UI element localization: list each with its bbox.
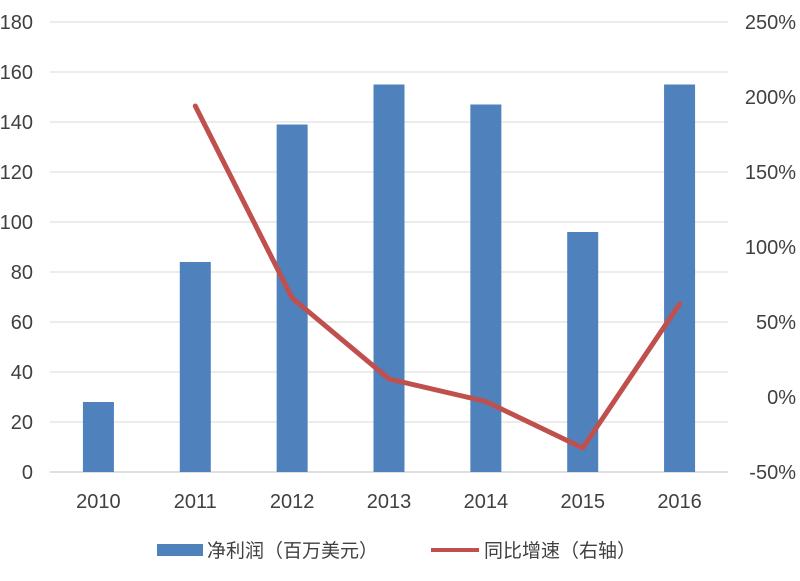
x-axis-tick-label: 2012 [270, 491, 315, 513]
right-axis-ticks: -50% 0% 50% 100% 150% 200% 250% [745, 12, 796, 484]
x-axis-tick-label: 2014 [464, 491, 509, 513]
line-series [192, 103, 683, 451]
left-axis-tick-label: 140 [0, 112, 33, 134]
x-axis-tick-label: 2010 [76, 491, 121, 513]
left-axis-tick-label: 180 [0, 12, 33, 34]
bar [179, 262, 211, 472]
x-axis-tick-label: 2015 [560, 491, 605, 513]
left-axis-tick-label: 120 [0, 162, 33, 184]
bar [373, 84, 405, 472]
left-axis-tick-label: 20 [11, 412, 33, 434]
right-axis-tick-label: -50% [749, 462, 796, 484]
bar [664, 84, 696, 472]
left-axis-tick-label: 0 [22, 462, 33, 484]
legend: 净利润（百万美元） 同比增速（右轴） [157, 540, 636, 562]
x-axis-tick-label: 2013 [367, 491, 412, 513]
right-axis-tick-label: 100% [745, 237, 796, 259]
left-axis-tick-label: 60 [11, 312, 33, 334]
legend-label-net-profit: 净利润（百万美元） [207, 540, 378, 562]
legend-label-yoy-growth: 同比增速（右轴） [484, 540, 636, 562]
x-axis-tick-label: 2016 [657, 491, 702, 513]
right-axis-tick-label: 150% [745, 162, 796, 184]
legend-swatch-net-profit [157, 544, 203, 556]
right-axis-tick-label: 250% [745, 12, 796, 34]
left-axis-tick-label: 40 [11, 362, 33, 384]
right-axis-tick-label: 0% [767, 387, 796, 409]
right-axis-tick-label: 200% [745, 87, 796, 109]
right-axis-tick-label: 50% [756, 312, 796, 334]
bar [470, 104, 502, 472]
left-axis-tick-label: 80 [11, 262, 33, 284]
yoy-growth-line [192, 103, 683, 451]
left-axis-tick-label: 100 [0, 212, 33, 234]
left-axis-tick-label: 160 [0, 62, 33, 84]
bar [82, 402, 114, 472]
x-axis-tick-label: 2011 [174, 491, 217, 513]
x-axis-ticks: 2010 2011 2012 2013 2014 2015 2016 [76, 491, 702, 513]
left-axis-ticks: 0 20 40 60 80 100 120 140 160 180 [0, 12, 33, 484]
